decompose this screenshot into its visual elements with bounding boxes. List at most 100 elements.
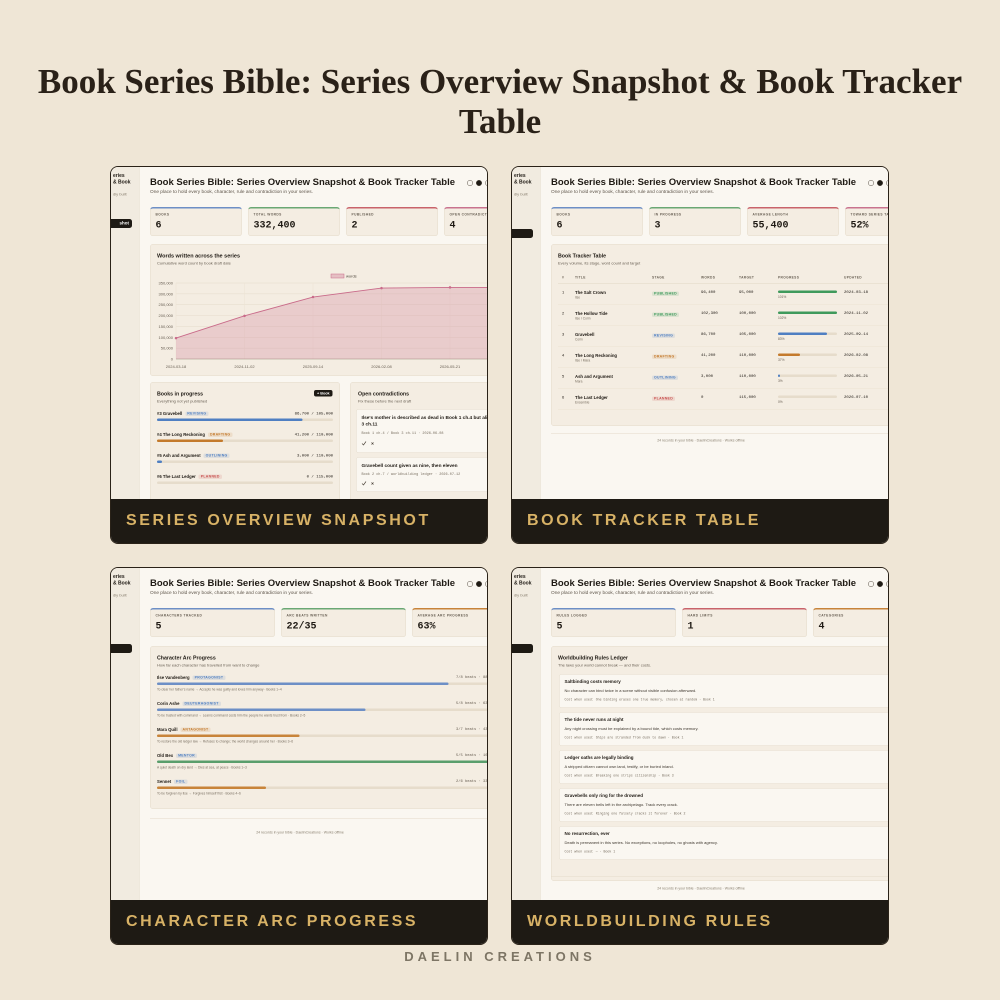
- stat-value: 1: [687, 620, 694, 633]
- beats-label: 7/8 beats · 88%: [456, 675, 488, 680]
- stage-cell: REVISING: [649, 332, 676, 341]
- stage-badge: OUTLINING: [652, 375, 678, 381]
- stat-card: AVERAGE LENGTH 55,400: [747, 207, 839, 236]
- sidebar: [512, 568, 541, 902]
- book-name: #5 Ash and Argument OUTLINING: [157, 453, 230, 459]
- character-name: Old Bex MENTOR: [157, 753, 197, 759]
- words-cell: 3,000: [701, 374, 714, 379]
- y-tick-label: 0: [171, 357, 174, 362]
- target-cell: 95,000: [739, 290, 754, 295]
- stat-label: TOWARD SERIES TARGET: [850, 213, 889, 217]
- progress-fill: [778, 374, 780, 377]
- progress-fill: [778, 353, 800, 356]
- row-number: 4: [562, 353, 565, 358]
- rule-text: Death is permanent in this series. No ex…: [564, 840, 718, 846]
- progress-track: [157, 481, 333, 484]
- y-tick-label: 300,000: [159, 291, 174, 296]
- app-screen: eries & Book dly built Book Series Bible: S…: [512, 167, 889, 501]
- book-count: 86,700 / 105,000: [294, 411, 333, 417]
- app-screen: eries & Book dly built Book Series Bible: S…: [512, 568, 888, 902]
- words-cell: 41,200: [701, 353, 716, 358]
- words-cell: 86,700: [701, 332, 716, 337]
- column-header: TARGET: [739, 276, 755, 280]
- target-cell: 110,000: [739, 353, 756, 358]
- progress-fill: [157, 460, 162, 463]
- brand-tagline: dly built: [514, 593, 528, 598]
- progress-label: 101%: [778, 295, 787, 300]
- nav-active: shot: [111, 219, 132, 228]
- stat-card: TOTAL WORDS 332,400: [248, 207, 340, 236]
- beats-label: 3/7 beats · 43%: [456, 727, 488, 732]
- card-title: Book Tracker Table: [558, 253, 607, 259]
- role-badge: MENTOR: [176, 753, 197, 759]
- stat-label: PUBLISHED: [351, 213, 374, 217]
- rule-title: Gravebells only ring for the drowned: [564, 793, 644, 798]
- book-title: The Last Ledger: [575, 395, 608, 400]
- book-pov: Ilse / Corin: [575, 317, 591, 321]
- arcs-card: [150, 646, 487, 809]
- stat-card: AVERAGE ARC PROGRESS 63%: [412, 608, 487, 637]
- footer-rule: [551, 433, 888, 434]
- stat-value: 332,400: [253, 219, 296, 232]
- role-badge: FOIL: [174, 779, 188, 785]
- page-title: Book Series Bible: Series Overview Snaps…: [37, 62, 963, 141]
- arc-fill: [157, 760, 487, 763]
- line: [175, 286, 487, 339]
- rule-cost: Cost when used: Ringing one falsely crac…: [564, 812, 686, 816]
- point: [448, 286, 452, 289]
- character-name: Ilse Vandenberg PROTAGONIST: [157, 675, 226, 681]
- chart-title: Words written across the series: [157, 253, 241, 259]
- stat-label: AVERAGE LENGTH: [752, 213, 789, 217]
- progress-fill: [778, 290, 837, 293]
- screenshot-panel: eries & Book dly built Book Series Bible: S…: [511, 567, 889, 945]
- window-dot: [467, 180, 473, 186]
- brand-name: eries: [113, 173, 125, 179]
- stat-value: 4: [449, 219, 456, 232]
- stat-card: TOWARD SERIES TARGET 52%: [845, 207, 889, 236]
- stage-badge: REVISING: [185, 411, 209, 417]
- panel-caption: SERIES OVERVIEW SNAPSHOT: [111, 499, 487, 543]
- stage-cell: OUTLINING: [649, 374, 678, 383]
- stage-badge: PUBLISHED: [652, 312, 679, 318]
- progress-label: 102%: [778, 316, 787, 321]
- rule-cost: Cost when used: Ships are stranded from …: [564, 736, 684, 740]
- rule-cost: Cost when used: One binding erases one t…: [564, 698, 715, 702]
- target-cell: 115,000: [739, 395, 756, 400]
- brand-name: & Book: [514, 580, 532, 587]
- app-subtitle: One place to hold every book, character,…: [551, 189, 714, 195]
- card-subtitle: Everything not yet published: [157, 399, 208, 404]
- stage-badge: PLANNED: [198, 474, 222, 480]
- dismiss-icon: [371, 442, 374, 445]
- card-title: Open contradictions: [358, 391, 410, 397]
- progress-label: 37%: [778, 358, 785, 363]
- progress-track: [778, 353, 837, 356]
- app-subtitle: One place to hold every book, character,…: [150, 189, 313, 195]
- stat-value: 3: [654, 219, 661, 232]
- point: [311, 295, 315, 299]
- stat-card: HARD LIMITS 1: [682, 608, 807, 637]
- row-number: 5: [562, 374, 565, 379]
- beats-label: 5/8 beats · 63%: [456, 701, 488, 706]
- updated-cell: 2026-02-08: [844, 353, 869, 358]
- brand-tagline: dly built: [113, 593, 127, 598]
- app-subtitle: One place to hold every book, character,…: [150, 590, 313, 596]
- y-tick-label: 200,000: [159, 313, 174, 318]
- column-header: UPDATED: [844, 276, 862, 280]
- arc-fill: [157, 786, 267, 789]
- arc-fill: [157, 734, 300, 737]
- stage-badge: OUTLINING: [203, 453, 230, 459]
- arc-note: To be trusted with command → Learns comm…: [157, 714, 306, 718]
- area: [176, 287, 487, 359]
- words-cell: 0: [701, 395, 704, 400]
- stat-label: OPEN CONTRADICTIONS: [449, 213, 488, 217]
- book-count: 41,200 / 110,000: [294, 432, 333, 438]
- stage-badge: REVISING: [652, 333, 676, 339]
- point: [174, 336, 178, 340]
- updated-cell: 2025-09-14: [844, 332, 869, 337]
- updated-cell: 2026-07-10: [844, 395, 869, 400]
- brand-name: & Book: [113, 580, 131, 587]
- app-subtitle: One place to hold every book, character,…: [551, 590, 714, 596]
- stat-label: CATEGORIES: [818, 614, 844, 618]
- brand-name: & Book: [113, 179, 131, 186]
